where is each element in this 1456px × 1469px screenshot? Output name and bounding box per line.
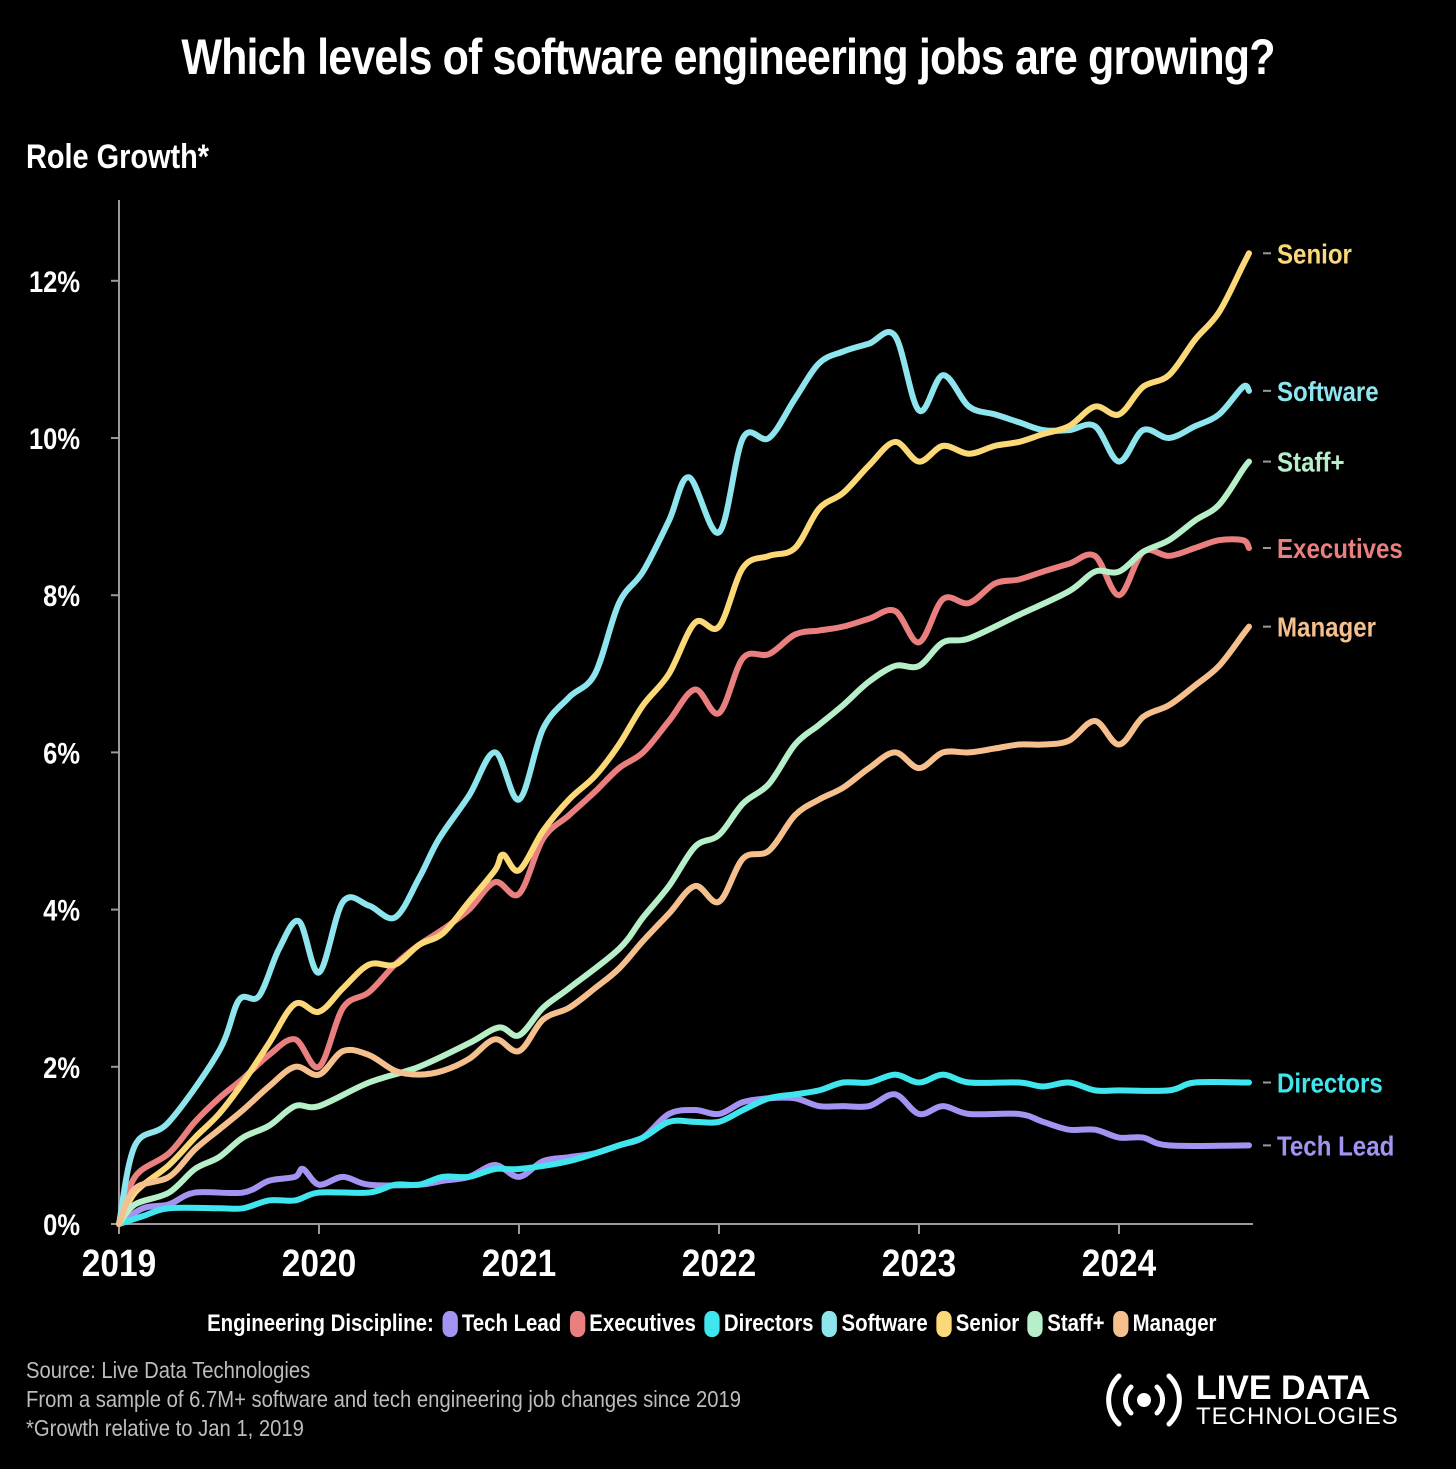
legend-item-directors: Directors xyxy=(704,1310,814,1338)
legend-item-staff: Staff+ xyxy=(1027,1310,1105,1338)
end-label-senior: Senior xyxy=(1277,238,1352,270)
legend: Engineering Discipline: Tech Lead Executi… xyxy=(0,1310,1424,1338)
y-tick-label: 8% xyxy=(43,579,80,612)
logo: LIVE DATA TECHNOLOGIES xyxy=(1104,1370,1399,1430)
legend-swatch xyxy=(1113,1311,1129,1337)
legend-swatch xyxy=(704,1311,720,1337)
y-tick-label: 12% xyxy=(29,265,80,298)
y-tick-label: 4% xyxy=(43,894,80,927)
x-tick-label: 2024 xyxy=(1082,1242,1156,1284)
legend-item-executives: Executives xyxy=(569,1310,697,1338)
chart-title: Which levels of software engineering job… xyxy=(181,29,1275,85)
y-tick-label: 2% xyxy=(43,1051,80,1084)
series-line-executives xyxy=(116,536,1252,1227)
series-line-staff xyxy=(116,458,1252,1227)
end-label-staff: Staff+ xyxy=(1277,446,1345,478)
x-tick-label: 2023 xyxy=(882,1242,956,1284)
end-label-executives: Executives xyxy=(1277,532,1403,564)
legend-swatch xyxy=(442,1311,458,1337)
y-axis-label: Role Growth* xyxy=(26,138,210,176)
legend-swatch xyxy=(569,1311,586,1337)
end-label-directors: Directors xyxy=(1277,1067,1383,1099)
x-tick-label: 2021 xyxy=(482,1242,556,1284)
legend-item-manager: Manager xyxy=(1113,1310,1217,1338)
y-tick-label: 10% xyxy=(29,422,80,455)
series-line-software xyxy=(116,329,1252,1227)
legend-label: Tech Lead xyxy=(462,1310,562,1337)
legend-item-senior: Senior xyxy=(936,1310,1019,1338)
growth-note: *Growth relative to Jan 1, 2019 xyxy=(26,1415,304,1441)
series-line-tech-lead xyxy=(116,1091,1252,1227)
legend-label: Software xyxy=(841,1310,928,1337)
footer: Source: Live Data Technologies From a sa… xyxy=(26,1356,741,1443)
logo-line2: TECHNOLOGIES xyxy=(1196,1403,1399,1430)
x-tick-label: 2020 xyxy=(282,1242,356,1284)
legend-item-tech-lead: Tech Lead xyxy=(442,1310,561,1338)
legend-label: Executives xyxy=(589,1310,697,1337)
legend-item-software: Software xyxy=(822,1310,928,1338)
y-tick-label: 6% xyxy=(43,736,80,769)
end-label-manager: Manager xyxy=(1277,611,1376,643)
y-tick-label: 0% xyxy=(43,1208,80,1241)
legend-label: Staff+ xyxy=(1047,1310,1105,1337)
legend-swatch xyxy=(822,1311,838,1337)
legend-swatch xyxy=(1027,1311,1044,1337)
legend-label: Directors xyxy=(724,1310,814,1337)
end-label-software: Software xyxy=(1277,375,1379,407)
x-tick-label: 2022 xyxy=(682,1242,756,1284)
legend-title: Engineering Discipline: xyxy=(207,1310,434,1337)
x-tick-label: 2019 xyxy=(82,1242,156,1284)
sample-note: From a sample of 6.7M+ software and tech… xyxy=(26,1386,742,1412)
series-line-manager xyxy=(116,623,1252,1227)
legend-label: Senior xyxy=(955,1310,1020,1337)
logo-line1: LIVE DATA xyxy=(1196,1369,1371,1407)
series-line-directors xyxy=(116,1071,1252,1227)
source-note: Source: Live Data Technologies xyxy=(26,1357,311,1383)
end-label-tech-lead: Tech Lead xyxy=(1277,1130,1394,1162)
legend-swatch xyxy=(936,1311,952,1337)
legend-label: Manager xyxy=(1132,1310,1217,1337)
broadcast-signal-icon xyxy=(1106,1373,1182,1427)
series-line-senior xyxy=(116,250,1252,1227)
